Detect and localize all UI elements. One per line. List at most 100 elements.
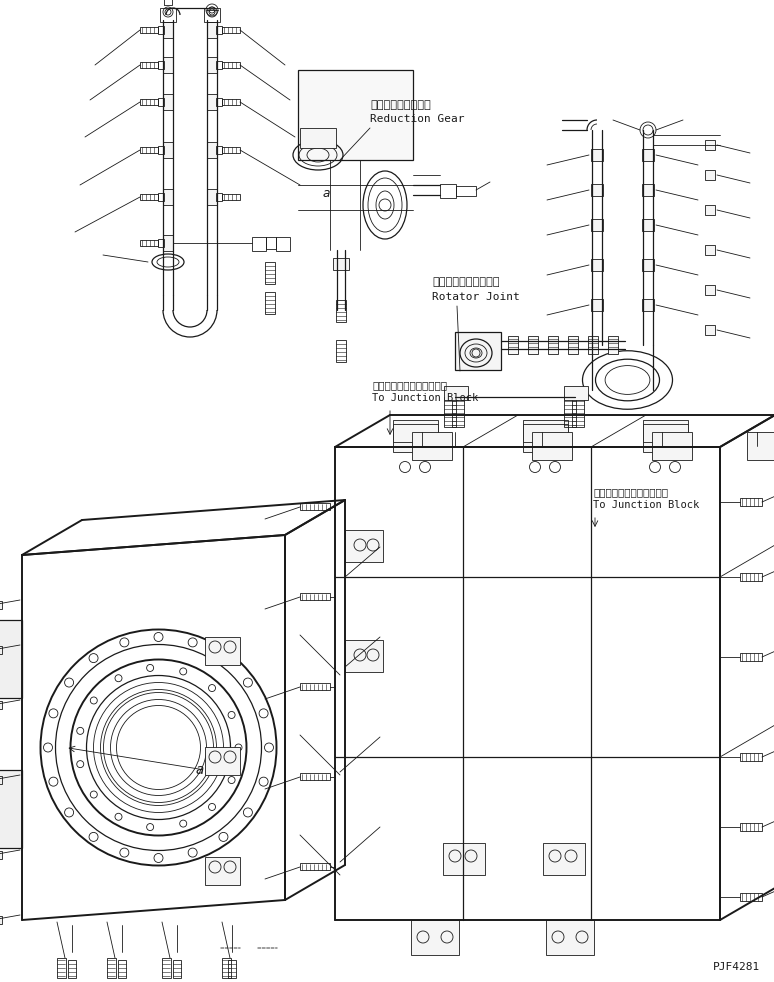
Bar (568, 336, 578, 354)
Bar (207, 189, 217, 205)
Bar (162, 958, 171, 978)
Bar (740, 753, 762, 761)
Bar (591, 259, 603, 271)
Bar (642, 259, 654, 271)
Bar (345, 530, 383, 562)
Bar (564, 386, 588, 400)
Bar (163, 57, 173, 73)
Bar (118, 960, 126, 978)
Bar (300, 593, 330, 600)
Bar (591, 299, 603, 311)
Bar (158, 26, 164, 34)
Bar (222, 194, 240, 200)
Bar (216, 193, 222, 201)
Bar (266, 237, 276, 249)
Bar (140, 27, 158, 33)
Bar (705, 285, 715, 295)
Bar (298, 70, 413, 160)
Bar (300, 128, 336, 148)
Bar (158, 193, 164, 201)
Bar (140, 99, 158, 105)
Bar (591, 184, 603, 196)
Bar (642, 219, 654, 231)
Bar (300, 683, 330, 690)
Bar (608, 336, 618, 354)
Bar (140, 62, 158, 68)
Bar (107, 958, 116, 978)
Bar (345, 640, 383, 672)
Bar (0, 776, 2, 784)
Text: a: a (196, 763, 204, 777)
Text: リダクションギヤー: リダクションギヤー (370, 100, 431, 110)
Bar (163, 142, 173, 158)
Bar (0, 701, 2, 709)
Bar (740, 823, 762, 831)
Bar (642, 149, 654, 161)
Bar (740, 653, 762, 661)
Bar (207, 94, 217, 110)
Bar (160, 8, 176, 22)
Bar (276, 237, 290, 251)
Bar (393, 420, 438, 452)
Bar (216, 98, 222, 106)
Bar (205, 637, 240, 665)
Bar (163, 94, 173, 110)
Bar (452, 397, 464, 427)
Bar (532, 432, 572, 460)
Bar (546, 920, 594, 955)
Bar (444, 397, 456, 427)
Bar (591, 219, 603, 231)
Bar (68, 960, 76, 978)
Bar (705, 170, 715, 180)
Bar (411, 920, 459, 955)
Bar (222, 27, 240, 33)
Bar (222, 62, 240, 68)
Bar (572, 397, 584, 427)
Text: Reduction Gear: Reduction Gear (370, 114, 464, 124)
Bar (333, 258, 349, 270)
Bar (591, 149, 603, 161)
Bar (265, 292, 275, 314)
Bar (158, 98, 164, 106)
Bar (158, 146, 164, 154)
Text: a: a (322, 187, 330, 199)
Bar (508, 336, 518, 354)
Text: ジャンクションブロックへ: ジャンクションブロックへ (593, 487, 668, 497)
Bar (205, 857, 240, 885)
Bar (740, 573, 762, 581)
Bar (642, 184, 654, 196)
Bar (300, 503, 330, 510)
Bar (173, 960, 181, 978)
Bar (222, 958, 231, 978)
Bar (163, 235, 173, 251)
Bar (205, 747, 240, 775)
Bar (207, 142, 217, 158)
Bar (705, 325, 715, 335)
Bar (455, 332, 501, 370)
Bar (216, 146, 222, 154)
Bar (747, 432, 774, 460)
Bar (444, 386, 468, 400)
Bar (588, 336, 598, 354)
Bar (564, 397, 576, 427)
Bar (336, 300, 346, 322)
Text: ジャンクションブロックへ: ジャンクションブロックへ (372, 380, 447, 390)
Bar (0, 916, 2, 924)
Bar (548, 336, 558, 354)
Bar (158, 61, 164, 69)
Bar (163, 22, 173, 38)
Bar (0, 770, 22, 848)
Bar (543, 843, 585, 875)
Bar (705, 140, 715, 150)
Bar (440, 184, 456, 198)
Bar (300, 773, 330, 780)
Bar (252, 237, 266, 251)
Bar (228, 960, 236, 978)
Bar (158, 239, 164, 247)
Bar (204, 8, 220, 22)
Text: Rotator Joint: Rotator Joint (432, 292, 520, 302)
Bar (164, 0, 172, 5)
Bar (265, 262, 275, 284)
Bar (393, 424, 438, 442)
Bar (140, 147, 158, 153)
